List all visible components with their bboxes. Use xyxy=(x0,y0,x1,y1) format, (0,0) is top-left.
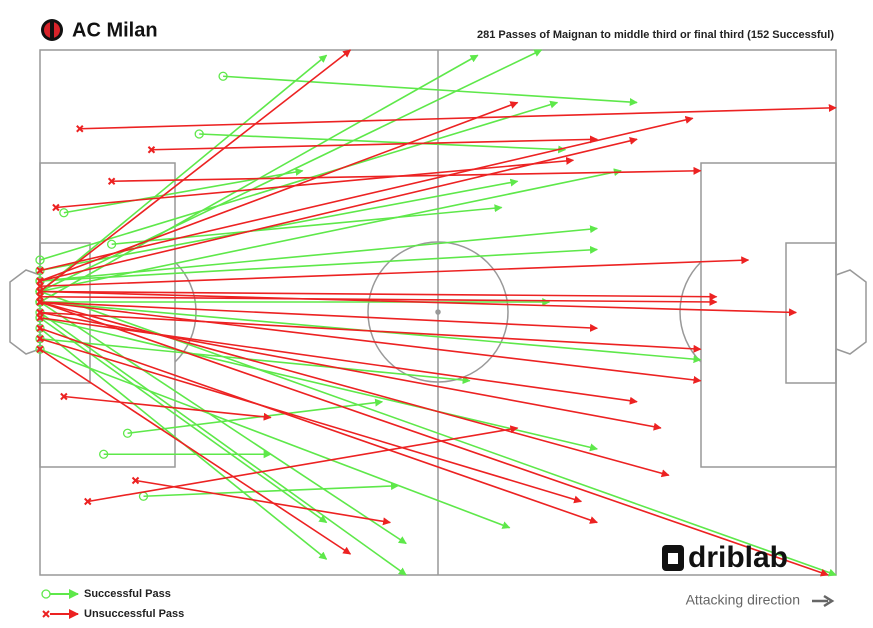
pass-arrow xyxy=(143,482,399,498)
pass-arrow xyxy=(39,178,519,272)
pass-arrow xyxy=(39,100,559,261)
pass-arrow xyxy=(39,245,598,282)
pass-start xyxy=(107,177,116,185)
direction-label: Attacking direction xyxy=(686,592,800,608)
pass-arrow xyxy=(199,133,567,154)
passes xyxy=(35,49,837,577)
pass-start xyxy=(36,324,44,332)
pass-arrow xyxy=(39,137,638,282)
pass-arrow xyxy=(39,301,702,384)
pass-arrow xyxy=(39,101,519,282)
pass-arrow xyxy=(39,311,702,353)
legend-symbol xyxy=(42,610,50,618)
pass-arrow xyxy=(151,135,598,151)
pass-start xyxy=(35,255,45,265)
brand-logo xyxy=(662,545,684,571)
legend: Successful Pass Unsuccessful Pass xyxy=(41,588,184,620)
pass-start xyxy=(36,298,44,306)
pass-arrow xyxy=(39,337,583,504)
pass-start xyxy=(36,335,44,343)
pass-arrow xyxy=(39,337,471,385)
pass-arrow xyxy=(63,168,304,214)
pass-arrow xyxy=(39,301,670,478)
pass-start xyxy=(36,345,44,353)
pass-arrow xyxy=(39,316,638,405)
team-name: AC Milan xyxy=(72,19,158,41)
pass-arrow xyxy=(39,115,694,272)
legend-label: Successful Pass xyxy=(84,588,171,600)
pass-start xyxy=(106,239,117,249)
pass-start xyxy=(35,323,45,333)
pass-arrow xyxy=(39,348,352,555)
pass-arrow xyxy=(39,168,622,293)
pass-start xyxy=(36,287,44,296)
pass-arrow xyxy=(39,295,718,306)
pass-arrow xyxy=(127,398,384,435)
pass-arrow xyxy=(39,290,797,317)
pass-arrow xyxy=(39,301,598,332)
pass-arrow xyxy=(39,301,407,545)
pass-start xyxy=(36,277,44,285)
pass-start xyxy=(194,129,204,139)
pass-arrow xyxy=(55,156,575,209)
pass-arrow xyxy=(39,348,511,529)
pass-arrow xyxy=(39,49,352,293)
pass-start xyxy=(36,308,44,317)
pass-arrow xyxy=(39,301,829,577)
chart-title: 281 Passes of Maignan to middle third or… xyxy=(477,29,834,41)
pass-start xyxy=(99,449,109,459)
pass-start xyxy=(36,266,44,275)
pass-start xyxy=(35,334,45,344)
pass-arrow xyxy=(79,103,837,130)
direction-arrow xyxy=(812,594,835,608)
pass-start xyxy=(59,208,69,218)
pass-start xyxy=(35,265,45,276)
pass-start xyxy=(76,125,84,133)
pitch xyxy=(9,49,867,576)
brand: driblab xyxy=(688,541,788,574)
pass-arrow xyxy=(39,290,718,301)
pass-start xyxy=(60,392,68,401)
pass-start xyxy=(84,497,92,506)
pass-arrow xyxy=(39,316,598,452)
pass-start xyxy=(147,146,156,154)
pass-arrow xyxy=(135,479,392,526)
pass-arrow xyxy=(39,317,328,524)
pass-arrow xyxy=(39,327,598,524)
pass-arrow xyxy=(39,54,328,293)
pass-start xyxy=(52,203,60,212)
pass-arrow xyxy=(87,425,519,503)
pass-start xyxy=(131,476,140,485)
legend-label: Unsuccessful Pass xyxy=(84,608,184,620)
pass-arrow xyxy=(111,204,503,246)
pass-start xyxy=(218,71,228,81)
pass-arrow xyxy=(111,166,702,183)
pass-arrow xyxy=(223,75,638,107)
team-logo xyxy=(41,19,63,41)
pass-start xyxy=(122,428,133,438)
pass-arrow xyxy=(39,311,407,576)
pass-arrow xyxy=(63,395,272,421)
pass-arrow xyxy=(39,256,750,288)
legend-symbol xyxy=(41,589,51,599)
pass-start xyxy=(35,344,45,354)
